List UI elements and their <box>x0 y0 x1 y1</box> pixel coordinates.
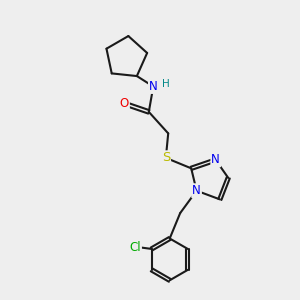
Text: N: N <box>149 80 158 93</box>
Text: H: H <box>162 79 170 89</box>
Text: N: N <box>192 184 201 197</box>
Text: S: S <box>162 152 170 164</box>
Text: N: N <box>211 154 220 166</box>
Text: Cl: Cl <box>129 241 141 254</box>
Text: O: O <box>120 97 129 110</box>
